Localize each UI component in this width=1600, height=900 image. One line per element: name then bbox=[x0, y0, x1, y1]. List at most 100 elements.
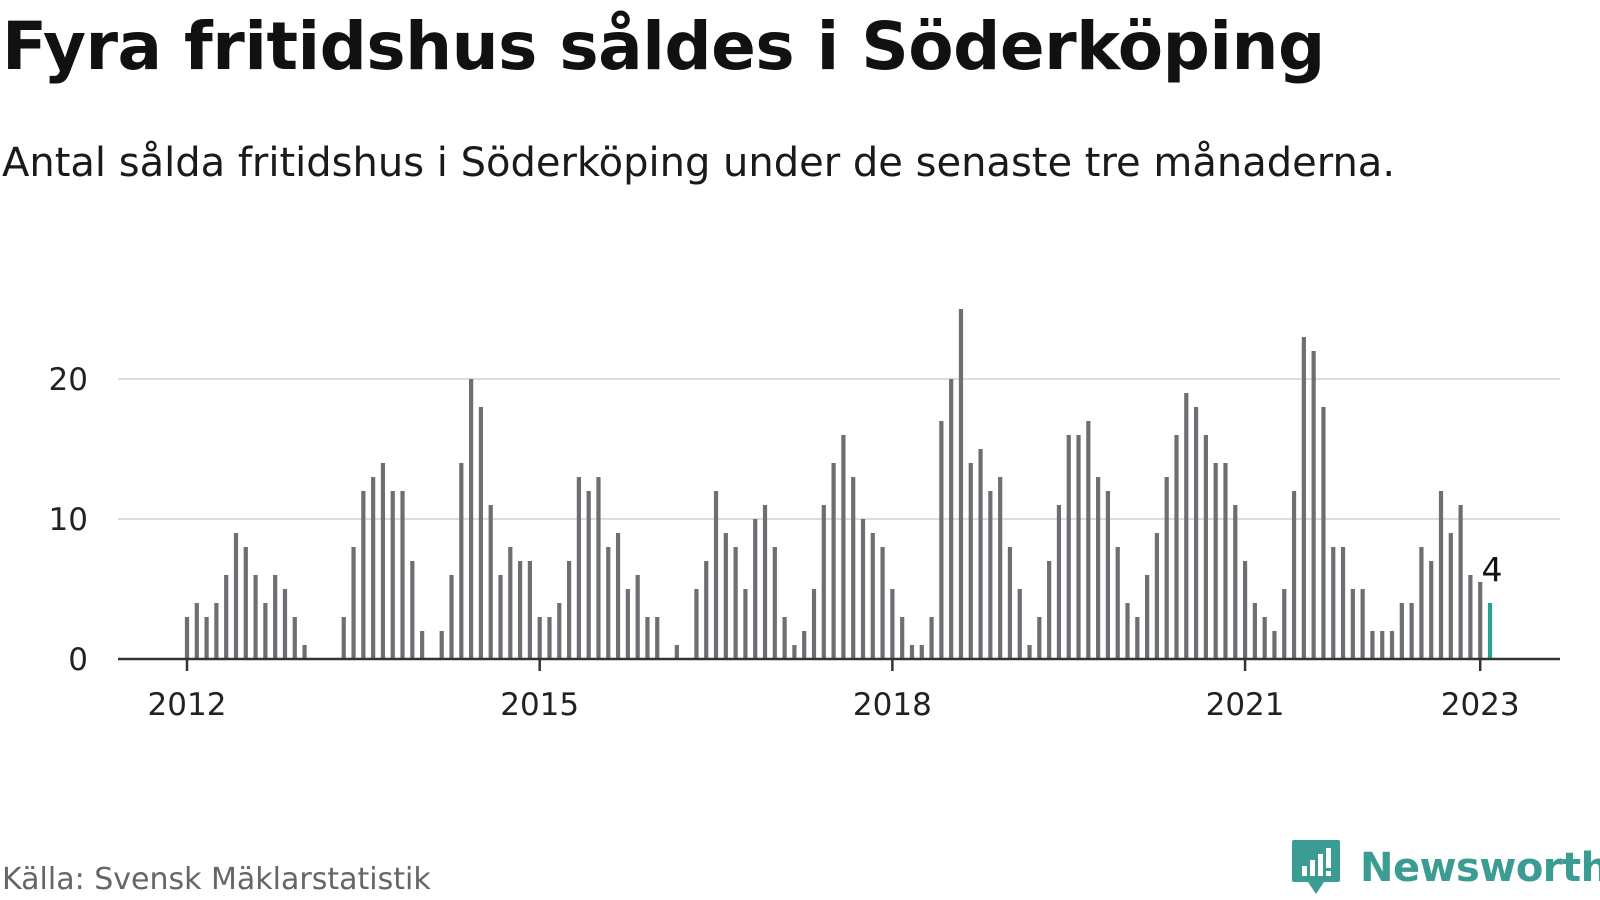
bar bbox=[1419, 547, 1424, 659]
bar bbox=[1203, 435, 1208, 659]
bar bbox=[1007, 547, 1013, 659]
bar bbox=[488, 505, 493, 659]
bar bbox=[1037, 617, 1042, 659]
axes bbox=[118, 657, 1560, 671]
bar bbox=[184, 617, 190, 659]
bar bbox=[880, 547, 885, 659]
bar bbox=[1409, 603, 1414, 659]
bar bbox=[694, 589, 699, 659]
bar bbox=[302, 645, 307, 659]
bar bbox=[1105, 491, 1111, 659]
bar bbox=[704, 561, 709, 659]
bar bbox=[1154, 533, 1160, 659]
last-value-label: 4 bbox=[1482, 550, 1503, 589]
bar bbox=[802, 631, 807, 659]
bar bbox=[674, 645, 679, 659]
bar bbox=[1017, 589, 1022, 659]
bar bbox=[968, 463, 973, 659]
bar bbox=[1478, 582, 1483, 659]
bar bbox=[361, 491, 366, 659]
bar bbox=[400, 491, 405, 659]
bar bbox=[782, 617, 787, 659]
bar bbox=[263, 603, 268, 659]
bar bbox=[753, 519, 758, 659]
bar bbox=[478, 407, 484, 659]
bar bbox=[958, 309, 964, 659]
chart-subtitle: Antal sålda fritidshus i Söderköping und… bbox=[2, 140, 1396, 186]
x-tick-label: 2021 bbox=[1206, 687, 1285, 723]
bar bbox=[1125, 603, 1130, 659]
bars bbox=[184, 309, 1493, 659]
bar bbox=[625, 589, 630, 659]
bar bbox=[557, 603, 562, 659]
bar bbox=[547, 617, 552, 659]
bar bbox=[1233, 505, 1238, 659]
bar bbox=[870, 533, 875, 659]
bar-highlight bbox=[1487, 603, 1493, 659]
bar bbox=[1468, 575, 1473, 659]
bar bbox=[811, 589, 817, 659]
bar bbox=[1340, 547, 1346, 659]
bar bbox=[233, 533, 239, 659]
bar bbox=[792, 645, 797, 659]
bar bbox=[351, 547, 356, 659]
bar bbox=[1321, 407, 1326, 659]
bar bbox=[390, 491, 395, 659]
bar bbox=[204, 617, 209, 659]
bar bbox=[576, 477, 581, 659]
bar bbox=[1096, 477, 1101, 659]
bar bbox=[851, 477, 856, 659]
bar bbox=[655, 617, 660, 659]
bar bbox=[909, 645, 915, 659]
bar bbox=[566, 561, 572, 659]
bar bbox=[939, 421, 944, 659]
bar bbox=[1193, 407, 1199, 659]
bar bbox=[1389, 631, 1395, 659]
bar bbox=[949, 379, 954, 659]
y-tick-label: 10 bbox=[49, 502, 88, 538]
bar bbox=[988, 491, 993, 659]
bar bbox=[420, 631, 425, 659]
bar bbox=[341, 617, 346, 659]
chart-title: Fyra fritidshus såldes i Söderköping bbox=[2, 8, 1325, 85]
x-tick-label: 2015 bbox=[500, 687, 579, 723]
x-tick-label: 2012 bbox=[148, 687, 227, 723]
bar bbox=[586, 491, 591, 659]
bar bbox=[890, 589, 895, 659]
bar bbox=[1360, 589, 1365, 659]
bar bbox=[498, 575, 503, 659]
bar bbox=[1311, 351, 1316, 659]
gridlines bbox=[118, 378, 1560, 520]
bar bbox=[1056, 505, 1062, 659]
bar bbox=[537, 617, 542, 659]
bar bbox=[508, 547, 513, 659]
bar bbox=[459, 463, 464, 659]
bar bbox=[821, 505, 826, 659]
bar bbox=[1438, 491, 1444, 659]
bar bbox=[713, 491, 719, 659]
bar bbox=[214, 603, 219, 659]
bar bbox=[1164, 477, 1169, 659]
bar bbox=[1174, 435, 1179, 659]
bar bbox=[292, 617, 297, 659]
bar bbox=[439, 631, 444, 659]
bar bbox=[1223, 463, 1228, 659]
bar bbox=[194, 603, 199, 659]
bar bbox=[841, 435, 846, 659]
brand-name: Newsworthy bbox=[1360, 845, 1600, 891]
bar bbox=[1429, 561, 1434, 659]
bar bbox=[1331, 547, 1336, 659]
bar bbox=[919, 645, 924, 659]
bar bbox=[635, 575, 640, 659]
bar bbox=[978, 449, 983, 659]
bar bbox=[733, 547, 738, 659]
bar bbox=[282, 589, 288, 659]
bar bbox=[410, 561, 415, 659]
bar bbox=[469, 379, 474, 659]
bar bbox=[606, 547, 611, 659]
bar bbox=[243, 547, 248, 659]
bar bbox=[1047, 561, 1052, 659]
bar bbox=[1027, 645, 1032, 659]
bar bbox=[273, 575, 278, 659]
